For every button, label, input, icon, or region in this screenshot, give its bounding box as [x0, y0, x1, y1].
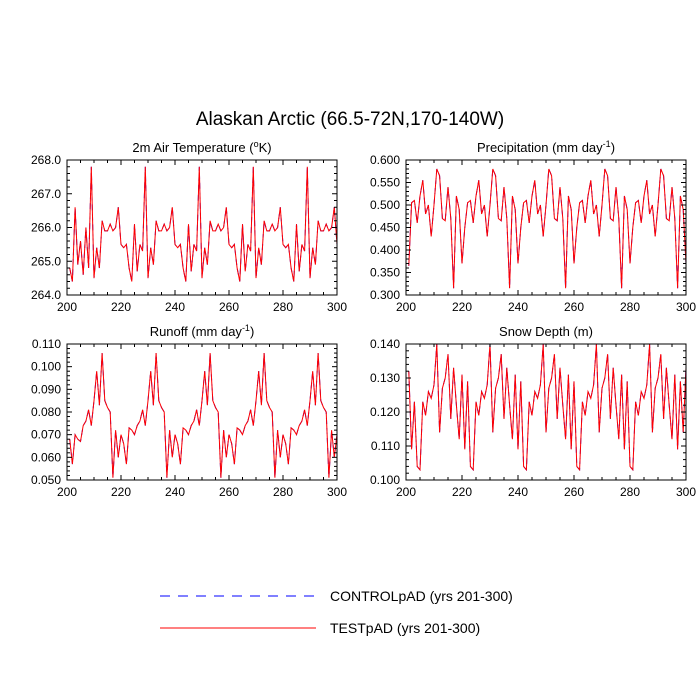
- y-tick-label: 265.0: [31, 254, 61, 268]
- plot-frame: [405, 159, 687, 296]
- plot-frame: [66, 343, 338, 481]
- y-tick-label: 0.130: [370, 371, 400, 385]
- y-tick-label: 0.070: [31, 428, 61, 442]
- y-tick-label: 0.050: [31, 473, 61, 487]
- x-tick-label: 260: [219, 300, 239, 314]
- legend-label: TESTpAD (yrs 201-300): [330, 620, 480, 636]
- x-tick-label: 300: [327, 485, 347, 499]
- x-tick-label: 240: [508, 485, 528, 499]
- series-line-test: [408, 168, 687, 289]
- y-tick-label: 0.500: [370, 198, 400, 212]
- y-tick-label: 0.100: [370, 473, 400, 487]
- panel-title: Precipitation (mm day-1): [477, 139, 615, 155]
- x-tick-label: 280: [620, 300, 640, 314]
- x-tick-label: 300: [676, 300, 696, 314]
- y-tick-label: 0.100: [31, 360, 61, 374]
- x-tick-label: 280: [620, 485, 640, 499]
- y-tick-label: 0.090: [31, 382, 61, 396]
- x-tick-label: 200: [57, 300, 77, 314]
- y-tick-label: 0.060: [31, 450, 61, 464]
- y-tick-label: 0.550: [370, 176, 400, 190]
- y-tick-label: 0.450: [370, 221, 400, 235]
- y-tick-label: 0.110: [32, 337, 61, 351]
- y-tick-label: 264.0: [31, 288, 61, 302]
- y-tick-label: 0.120: [370, 405, 400, 419]
- panel-3: Runoff (mm day-1) 200 220 240 260 280 300 0.050…: [31, 323, 347, 499]
- y-tick-label: 0.110: [371, 439, 400, 453]
- series-line-test: [69, 166, 338, 282]
- x-tick-label: 220: [111, 485, 131, 499]
- y-tick-label: 266.0: [31, 221, 61, 235]
- panel-title: 2m Air Temperature (oK): [132, 139, 271, 155]
- x-tick-label: 220: [452, 485, 472, 499]
- x-tick-label: 260: [564, 485, 584, 499]
- panel-title: Snow Depth (m): [499, 324, 593, 339]
- y-tick-label: 268.0: [31, 153, 61, 167]
- y-tick-label: 0.600: [370, 153, 400, 167]
- panel-2: Precipitation (mm day-1) 200 220 240 260 280 3…: [370, 139, 696, 314]
- panels: 2m Air Temperature (oK) 200 220 240 260 280 30…: [31, 139, 696, 499]
- x-tick-label: 200: [396, 300, 416, 314]
- series-line-control: [69, 353, 338, 478]
- x-tick-label: 240: [508, 300, 528, 314]
- panel-1: 2m Air Temperature (oK) 200 220 240 260 280 30…: [31, 139, 347, 314]
- x-tick-label: 300: [676, 485, 696, 499]
- panel-4: Snow Depth (m) 200 220 240 260 280 300 0.100 0.1…: [370, 324, 696, 499]
- x-tick-label: 240: [165, 485, 185, 499]
- panel-title: Runoff (mm day-1): [150, 323, 255, 339]
- legend: CONTROLpAD (yrs 201-300) TESTpAD (yrs 201…: [160, 588, 513, 636]
- x-tick-label: 240: [165, 300, 185, 314]
- x-tick-label: 200: [57, 485, 77, 499]
- x-tick-label: 280: [273, 485, 293, 499]
- y-tick-label: 0.140: [370, 337, 400, 351]
- x-tick-label: 260: [564, 300, 584, 314]
- x-tick-label: 300: [327, 300, 347, 314]
- y-tick-label: 0.400: [370, 243, 400, 257]
- x-tick-label: 260: [219, 485, 239, 499]
- y-tick-label: 0.350: [370, 266, 400, 280]
- x-tick-label: 200: [396, 485, 416, 499]
- x-tick-label: 280: [273, 300, 293, 314]
- main-title: Alaskan Arctic (66.5-72N,170-140W): [196, 109, 504, 130]
- series-line-test: [408, 343, 687, 472]
- y-tick-label: 267.0: [31, 187, 61, 201]
- series-line-test: [69, 353, 338, 478]
- x-tick-label: 220: [452, 300, 472, 314]
- y-tick-label: 0.300: [370, 288, 400, 302]
- x-tick-label: 220: [111, 300, 131, 314]
- y-tick-label: 0.080: [31, 405, 61, 419]
- legend-label: CONTROLpAD (yrs 201-300): [330, 588, 513, 604]
